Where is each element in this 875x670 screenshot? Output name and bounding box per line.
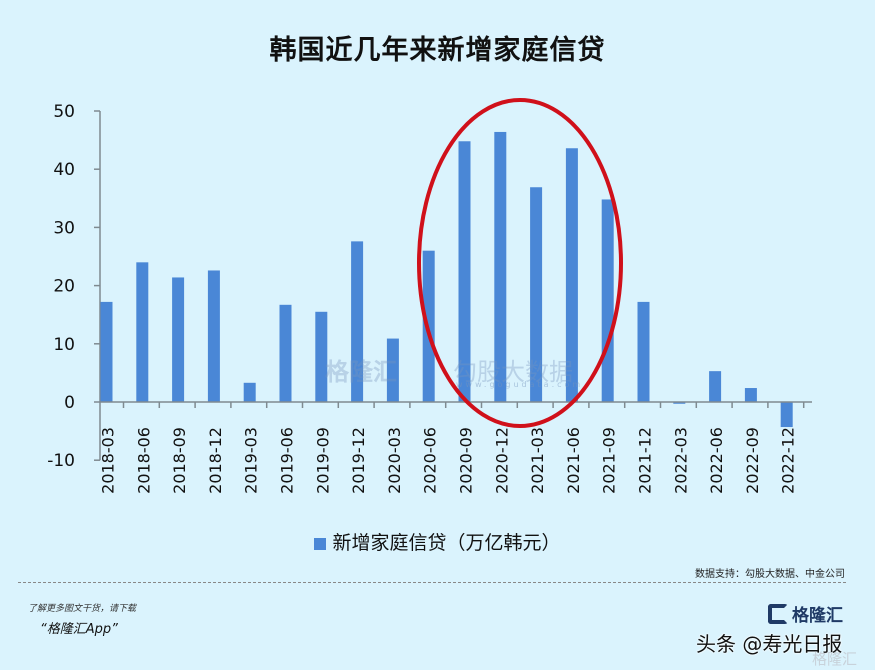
watermark-gogudata-url: www.gogudata.com — [456, 380, 584, 389]
bar-2021-12 — [637, 301, 650, 402]
bar-2018-03 — [100, 301, 113, 402]
bar-2018-06 — [136, 262, 149, 402]
x-tick-label: 2019-12 — [349, 427, 368, 494]
x-tick-label: 2020-12 — [492, 427, 511, 494]
x-tick-label: 2020-03 — [385, 427, 404, 494]
author-credit: 头条 @寿光日报 — [696, 632, 843, 656]
x-tick-label: 2021-03 — [528, 427, 547, 494]
x-tick-label: 2022-06 — [707, 427, 726, 494]
y-axis: -10 0 10 20 30 40 50 — [47, 102, 101, 471]
x-tick-label: 2022-03 — [671, 427, 690, 494]
x-tick-label: 2021-09 — [600, 427, 619, 494]
legend: 新增家庭信贷（万亿韩元） — [0, 528, 875, 555]
bar-2022-03 — [673, 402, 686, 404]
bar-2021-09 — [601, 199, 614, 402]
watermark-gelonghui: 格隆汇 — [325, 358, 397, 386]
x-tick-label: 2018-06 — [134, 427, 153, 494]
chart-title: 韩国近几年来新增家庭信贷 — [269, 35, 606, 66]
bar-2021-06 — [565, 148, 578, 402]
logo-g-icon — [768, 603, 788, 624]
x-tick-label: 2020-09 — [457, 427, 476, 494]
promo-text: 了解更多图文干货，请下载 — [28, 604, 137, 614]
x-tick-label: 2020-06 — [421, 427, 440, 494]
x-tick-label: 2021-06 — [564, 427, 583, 494]
legend-label: 新增家庭信贷（万亿韩元） — [332, 532, 561, 554]
y-tick-label: 20 — [53, 277, 75, 297]
logo-name: 格隆汇 — [792, 606, 843, 626]
bar-2022-06 — [709, 371, 722, 402]
corner-watermark: 格隆汇 — [812, 650, 858, 668]
bar-2019-03 — [243, 382, 256, 402]
bar-2018-12 — [207, 270, 220, 402]
x-tick-label: 2022-12 — [779, 427, 798, 494]
y-tick-label: -10 — [47, 451, 75, 471]
x-tick-label: 2019-03 — [242, 427, 261, 494]
bar-2020-09 — [458, 141, 471, 402]
y-tick-label: 50 — [53, 102, 75, 122]
y-tick-label: 0 — [64, 393, 75, 413]
x-tick-label: 2021-12 — [636, 427, 655, 494]
x-tick-label: 2022-09 — [743, 427, 762, 494]
x-axis: 2018-03 2018-06 2018-09 2018-12 2019-03 2019-… — [99, 401, 812, 494]
data-source: 数据支持：勾股大数据、中金公司 — [695, 569, 845, 580]
bars — [100, 131, 793, 428]
x-tick-label: 2018-03 — [99, 427, 118, 494]
legend-swatch — [314, 537, 327, 550]
bar-2021-03 — [530, 187, 543, 402]
y-tick-label: 10 — [53, 335, 75, 355]
bar-2019-12 — [351, 241, 364, 402]
y-tick-label: 30 — [53, 218, 75, 238]
bar-2022-09 — [744, 388, 757, 402]
bar-2020-12 — [494, 131, 507, 402]
watermark-gogudata: 勾股大数据 — [453, 358, 573, 386]
bar-2019-09 — [315, 311, 328, 402]
bar-2020-03 — [386, 338, 399, 402]
x-tick-label: 2019-06 — [278, 427, 297, 494]
bar-2018-09 — [172, 277, 185, 402]
divider — [18, 582, 846, 583]
promo-app-name: “格隆汇App” — [40, 622, 118, 637]
x-tick-label: 2018-12 — [206, 427, 225, 494]
x-tick-label: 2019-09 — [313, 427, 332, 494]
bar-2019-06 — [279, 304, 292, 402]
highlight-ellipse — [417, 98, 623, 428]
gelonghui-logo: 格隆汇 — [768, 601, 843, 626]
x-tick-label: 2018-09 — [170, 427, 189, 494]
y-tick-label: 40 — [53, 160, 75, 180]
bar-2022-12 — [780, 402, 793, 428]
